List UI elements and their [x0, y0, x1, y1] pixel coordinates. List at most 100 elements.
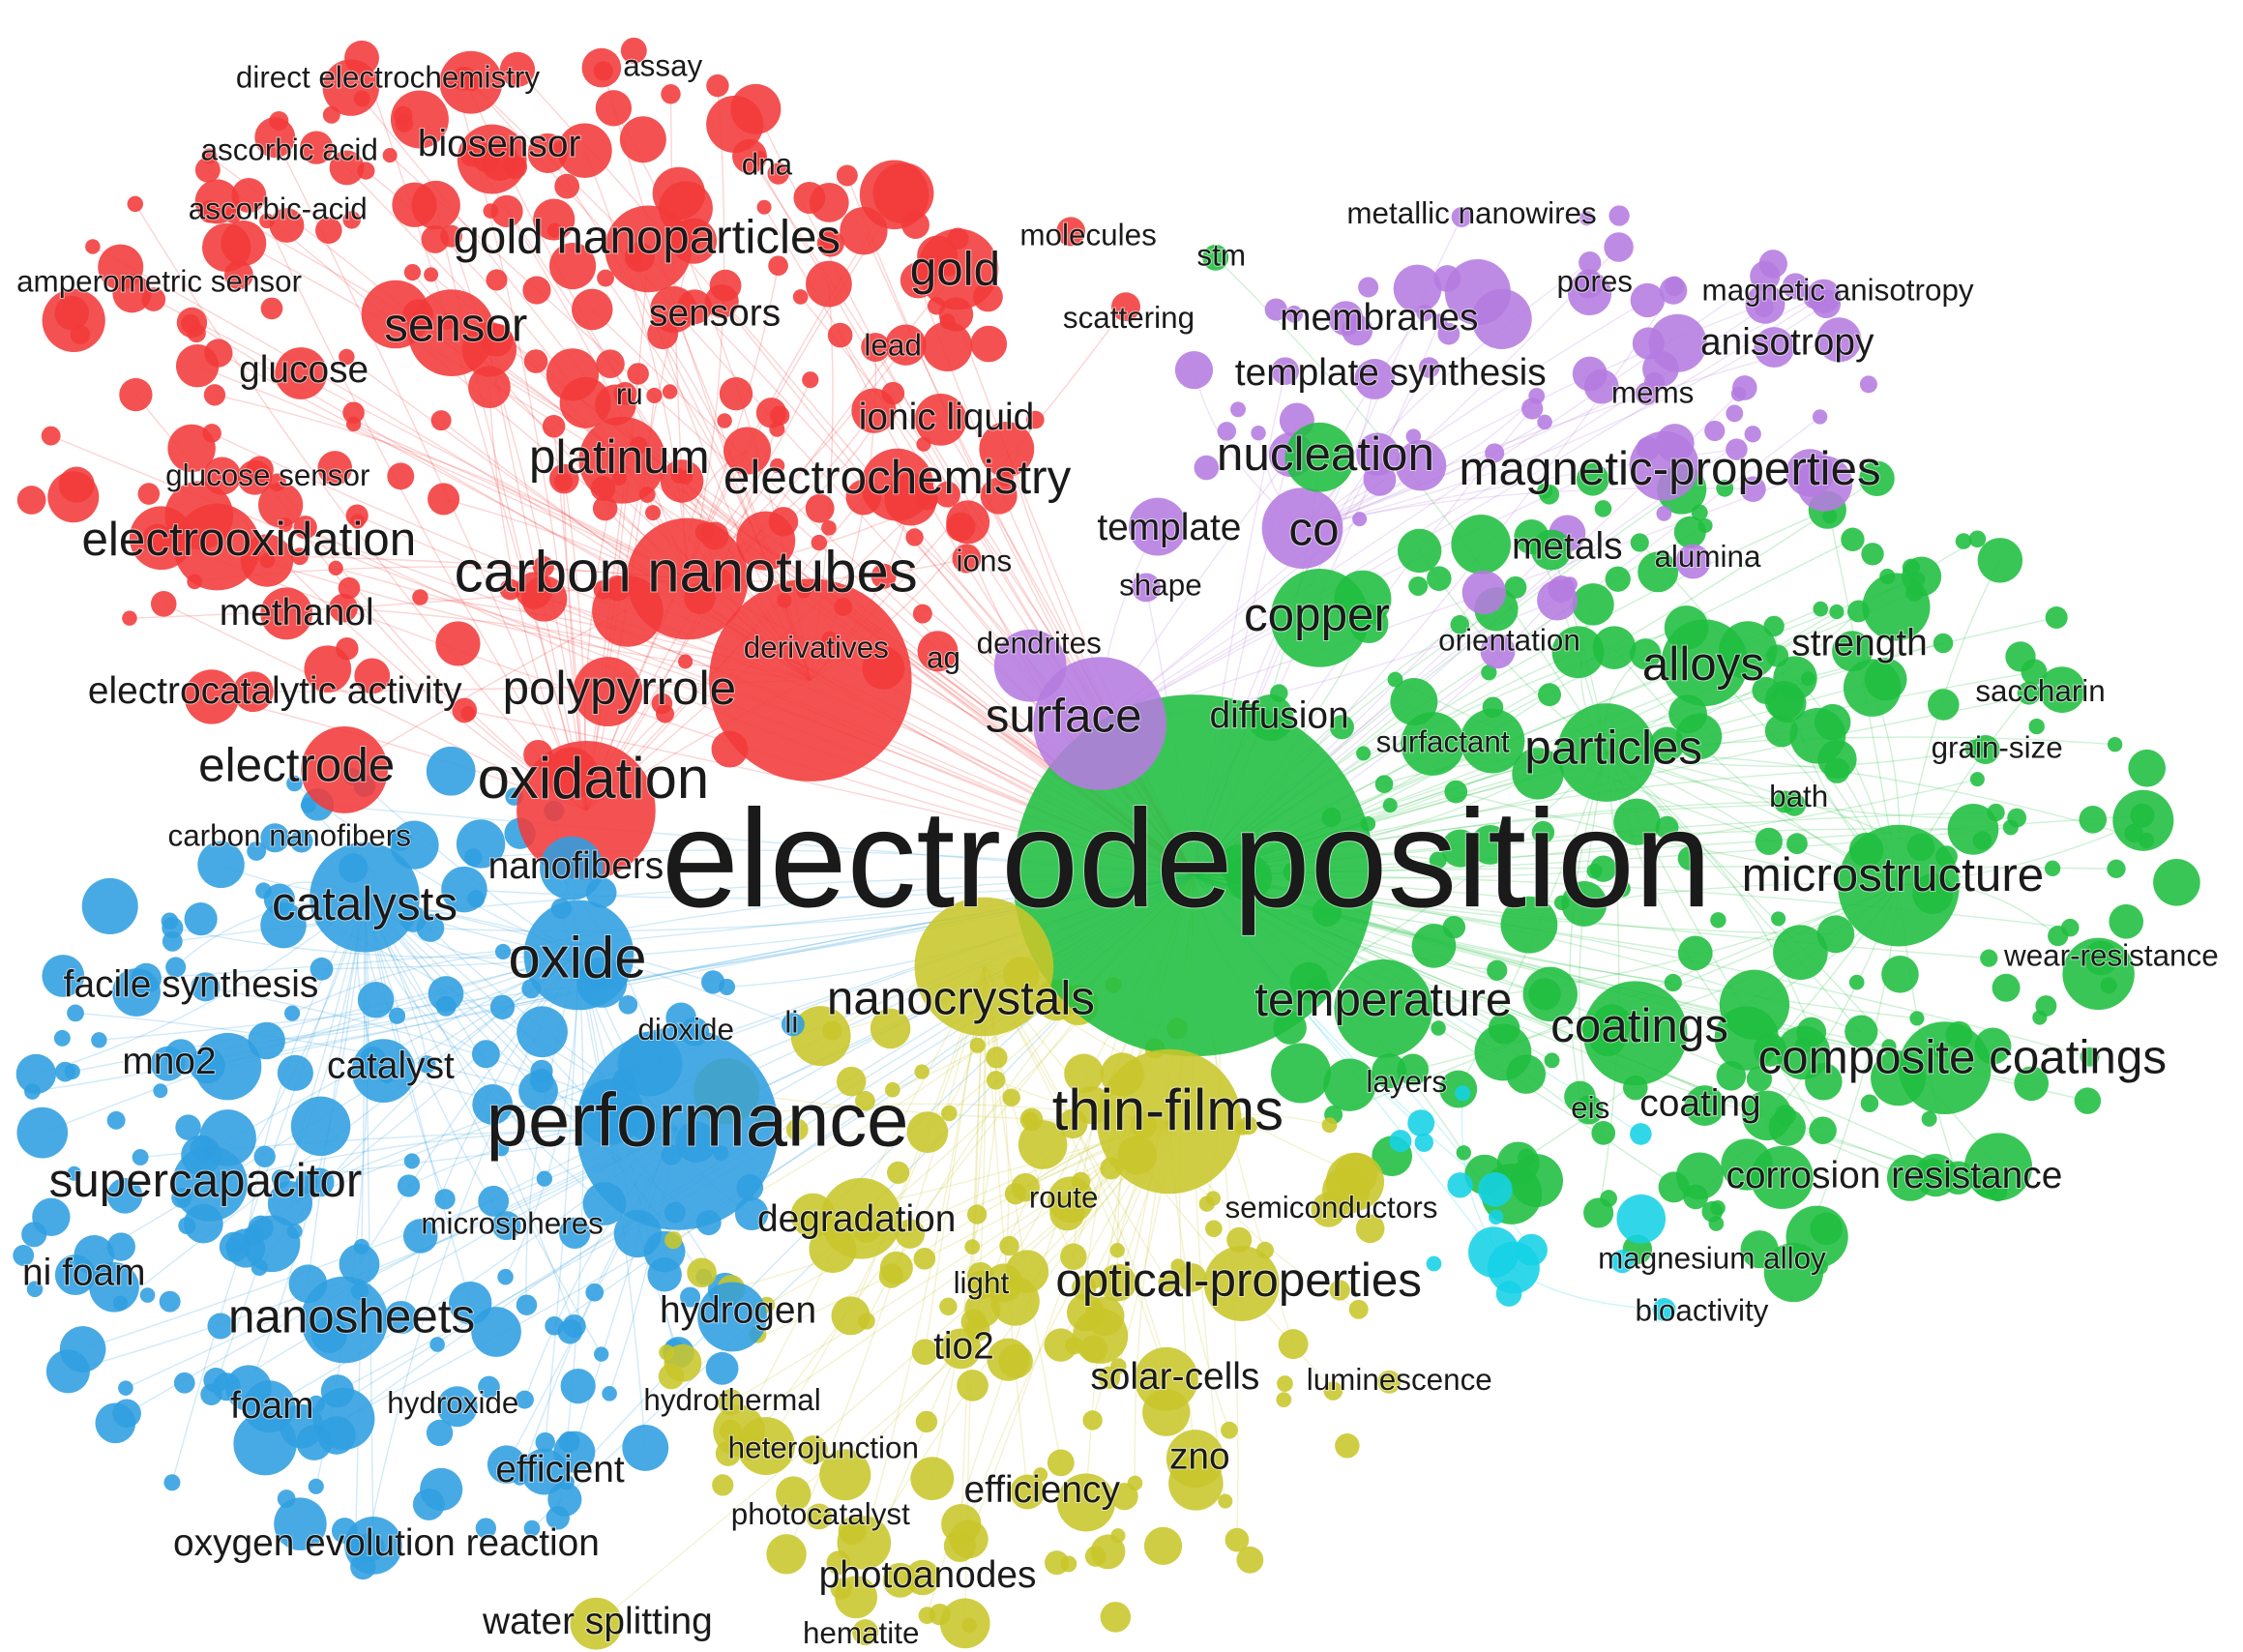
- keyword-label[interactable]: electrooxidation: [80, 512, 417, 567]
- keyword-node-major[interactable]: [172, 1145, 248, 1222]
- keyword-node-major[interactable]: [232, 671, 274, 713]
- keyword-node-major[interactable]: [1582, 981, 1688, 1086]
- keyword-label[interactable]: glucose: [238, 348, 369, 392]
- keyword-label[interactable]: carbon nanofibers: [167, 818, 412, 854]
- keyword-node-major[interactable]: [540, 836, 604, 900]
- keyword-node-major[interactable]: [275, 347, 328, 399]
- keyword-label[interactable]: alumina: [1653, 539, 1762, 575]
- keyword-label[interactable]: electrochemistry: [723, 450, 1073, 505]
- keyword-node-major[interactable]: [914, 393, 967, 446]
- keyword-label[interactable]: oxide: [507, 925, 647, 991]
- keyword-node-major[interactable]: [231, 178, 267, 213]
- keyword-label[interactable]: surface: [985, 689, 1143, 744]
- keyword-node-major[interactable]: [1684, 1085, 1726, 1126]
- keyword-node-major[interactable]: [1056, 217, 1086, 247]
- keyword-node-major[interactable]: [173, 503, 261, 591]
- keyword-label[interactable]: ascorbic acid: [200, 132, 379, 167]
- keyword-node-major[interactable]: [1311, 1192, 1346, 1227]
- keyword-node-major[interactable]: [570, 1597, 623, 1650]
- keyword-label[interactable]: photoanodes: [818, 1553, 1038, 1597]
- keyword-label[interactable]: hydrogen: [659, 1288, 817, 1332]
- keyword-node-major[interactable]: [576, 1027, 779, 1230]
- keyword-node-major[interactable]: [260, 823, 290, 853]
- keyword-node-major[interactable]: [861, 333, 891, 363]
- keyword-node-major[interactable]: [781, 1013, 805, 1037]
- keyword-node-major[interactable]: [1530, 529, 1572, 571]
- keyword-node-major[interactable]: [1480, 634, 1516, 669]
- keyword-label[interactable]: co: [1287, 502, 1340, 557]
- keyword-node-major[interactable]: [718, 1389, 745, 1416]
- keyword-node-major[interactable]: [1574, 1095, 1604, 1125]
- keyword-node-major[interactable]: [1261, 487, 1343, 569]
- keyword-node-major[interactable]: [620, 37, 647, 64]
- keyword-node-major[interactable]: [1652, 1298, 1676, 1321]
- keyword-label[interactable]: anisotropy: [1699, 320, 1875, 364]
- keyword-node-major[interactable]: [1372, 1053, 1407, 1089]
- keyword-label[interactable]: light: [953, 1265, 1011, 1301]
- keyword-label[interactable]: coating: [1638, 1081, 1761, 1125]
- keyword-node-major[interactable]: [301, 1276, 388, 1364]
- keyword-node-major[interactable]: [523, 900, 635, 1011]
- keyword-label[interactable]: mno2: [121, 1040, 217, 1083]
- keyword-label[interactable]: hematite: [802, 1615, 920, 1651]
- keyword-label[interactable]: amperometric sensor: [15, 264, 303, 300]
- keyword-node-major[interactable]: [806, 1503, 833, 1530]
- keyword-label[interactable]: hydroxide: [386, 1385, 519, 1421]
- keyword-node-major[interactable]: [573, 657, 643, 727]
- keyword-label[interactable]: ions: [956, 543, 1014, 578]
- keyword-node-major[interactable]: [613, 381, 637, 405]
- keyword-label[interactable]: ru: [615, 376, 644, 412]
- keyword-node-major[interactable]: [1328, 301, 1364, 337]
- keyword-node-major[interactable]: [1166, 1430, 1225, 1489]
- keyword-node-major[interactable]: [680, 1017, 710, 1047]
- keyword-node-major[interactable]: [150, 1046, 186, 1081]
- keyword-node-major[interactable]: [491, 1211, 521, 1241]
- keyword-node-major[interactable]: [243, 1380, 296, 1433]
- keyword-label[interactable]: mems: [1610, 375, 1696, 411]
- keyword-node-major[interactable]: [852, 1619, 879, 1646]
- keyword-label[interactable]: photocatalyst: [730, 1496, 911, 1532]
- keyword-node-major[interactable]: [697, 1282, 767, 1352]
- keyword-label[interactable]: dendrites: [976, 626, 1103, 662]
- keyword-label[interactable]: template: [1096, 506, 1242, 549]
- keyword-label[interactable]: electrocatalytic activity: [87, 669, 463, 713]
- keyword-node-major[interactable]: [457, 124, 527, 194]
- keyword-node-major[interactable]: [260, 587, 313, 640]
- keyword-label[interactable]: surfactant: [1375, 723, 1511, 759]
- keyword-label[interactable]: metallic nanowires: [1345, 195, 1597, 231]
- keyword-node-major[interactable]: [917, 228, 999, 310]
- keyword-label[interactable]: nucleation: [1216, 427, 1435, 482]
- keyword-node-major[interactable]: [1048, 1176, 1095, 1224]
- keyword-label[interactable]: copper: [1243, 587, 1391, 642]
- keyword-node-major[interactable]: [605, 205, 693, 293]
- keyword-node-major[interactable]: [1675, 544, 1711, 579]
- keyword-node-major[interactable]: [407, 289, 495, 376]
- keyword-label[interactable]: luminescence: [1306, 1362, 1493, 1398]
- keyword-node-major[interactable]: [223, 260, 253, 290]
- keyword-label[interactable]: polypyrrole: [502, 661, 737, 716]
- keyword-label[interactable]: catalysts: [271, 876, 458, 931]
- keyword-label[interactable]: molecules: [1018, 218, 1157, 253]
- keyword-label[interactable]: template synthesis: [1234, 351, 1548, 395]
- keyword-label[interactable]: eis: [1570, 1090, 1610, 1126]
- keyword-node-major[interactable]: [917, 631, 959, 672]
- keyword-node-major[interactable]: [1033, 657, 1166, 790]
- keyword-label[interactable]: oxidation: [477, 745, 711, 811]
- keyword-label[interactable]: efficient: [494, 1448, 625, 1491]
- keyword-label[interactable]: ni foam: [21, 1251, 146, 1294]
- keyword-node-major[interactable]: [344, 1516, 402, 1575]
- keyword-label[interactable]: optical-properties: [1054, 1253, 1423, 1308]
- keyword-node-major[interactable]: [1377, 1370, 1402, 1394]
- keyword-node-major[interactable]: [677, 289, 713, 325]
- keyword-label[interactable]: supercapacitor: [48, 1153, 364, 1208]
- keyword-label[interactable]: magnetic anisotropy: [1701, 273, 1975, 309]
- keyword-label[interactable]: efficiency: [963, 1468, 1122, 1512]
- keyword-node-major[interactable]: [861, 448, 934, 521]
- keyword-node-major[interactable]: [798, 1435, 828, 1465]
- keyword-label[interactable]: grain-size: [1931, 729, 2064, 765]
- keyword-label[interactable]: temperature: [1254, 972, 1513, 1027]
- keyword-node-major[interactable]: [1556, 703, 1656, 802]
- keyword-node-major[interactable]: [1635, 381, 1659, 405]
- keyword-label[interactable]: direct electrochemistry: [235, 60, 541, 96]
- keyword-node-major[interactable]: [1270, 568, 1370, 667]
